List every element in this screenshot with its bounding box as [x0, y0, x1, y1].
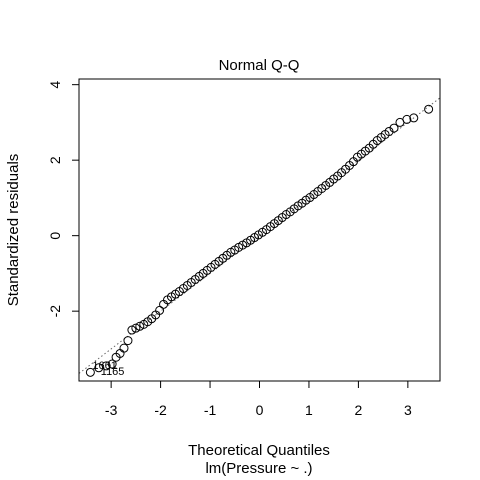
chart-title: Normal Q-Q — [219, 57, 300, 74]
x-tick-label: 2 — [355, 402, 363, 418]
y-tick-label: 4 — [47, 81, 63, 89]
x-tick-label: 3 — [404, 402, 412, 418]
data-point — [123, 336, 133, 346]
x-tick-label: 0 — [256, 402, 264, 418]
data-point — [119, 343, 129, 353]
data-point — [402, 114, 412, 124]
y-axis: -2 0 2 4 — [47, 81, 80, 318]
data-point — [384, 126, 394, 136]
data-point — [107, 359, 117, 369]
point-label: 1165 — [101, 366, 125, 378]
x-tick-label: 1 — [305, 402, 313, 418]
subtitle: lm(Pressure ~ .) — [205, 460, 312, 477]
x-tick-label: -3 — [105, 402, 118, 418]
points-layer — [85, 104, 434, 377]
data-point — [389, 123, 399, 133]
y-tick-label: 0 — [47, 232, 63, 240]
reference-line — [78, 97, 441, 374]
y-tick-label: 2 — [47, 156, 63, 164]
data-point — [409, 113, 419, 123]
x-tick-label: -1 — [204, 402, 217, 418]
x-axis: -3 -2 -1 0 1 2 3 — [105, 380, 412, 418]
point-label: 1661 — [92, 360, 116, 372]
data-point — [85, 367, 95, 377]
data-point — [424, 104, 434, 114]
y-axis-label: Standardized residuals — [5, 154, 22, 307]
data-point — [101, 361, 111, 371]
x-tick-label: -2 — [154, 402, 167, 418]
x-axis-label: Theoretical Quantiles — [188, 442, 330, 459]
y-tick-label: -2 — [47, 305, 63, 318]
